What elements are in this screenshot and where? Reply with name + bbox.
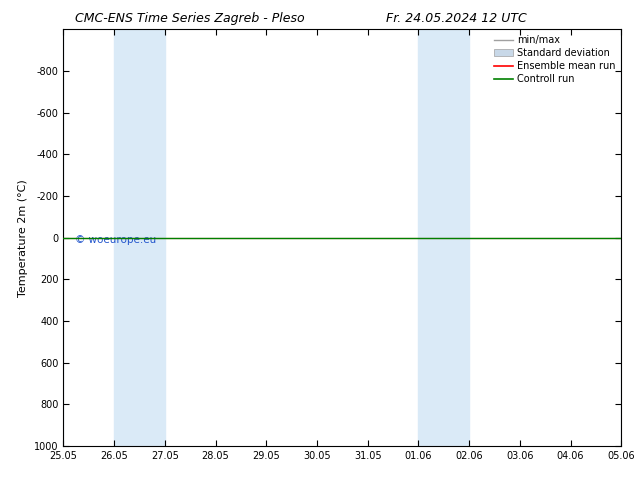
Text: CMC-ENS Time Series Zagreb - Pleso: CMC-ENS Time Series Zagreb - Pleso: [75, 12, 305, 25]
Bar: [114, 29, 165, 446]
Legend: min/max, Standard deviation, Ensemble mean run, Controll run: min/max, Standard deviation, Ensemble me…: [489, 31, 619, 88]
Bar: [418, 29, 469, 446]
Bar: [621, 29, 634, 446]
Text: Fr. 24.05.2024 12 UTC: Fr. 24.05.2024 12 UTC: [386, 12, 527, 25]
Text: © woeurope.eu: © woeurope.eu: [75, 235, 156, 245]
Bar: [48, 29, 63, 446]
Y-axis label: Temperature 2m (°C): Temperature 2m (°C): [18, 179, 29, 296]
